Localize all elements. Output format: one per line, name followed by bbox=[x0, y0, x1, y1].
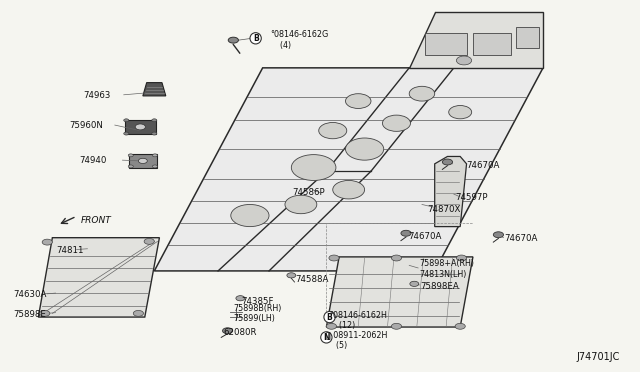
Text: 75898EA: 75898EA bbox=[420, 282, 460, 291]
Text: 74963: 74963 bbox=[84, 91, 111, 100]
Text: °08146-6162G
    (4): °08146-6162G (4) bbox=[270, 31, 328, 50]
Text: J74701JC: J74701JC bbox=[576, 352, 620, 362]
Circle shape bbox=[442, 159, 452, 165]
Circle shape bbox=[410, 281, 419, 286]
Circle shape bbox=[319, 122, 347, 139]
Circle shape bbox=[223, 328, 233, 334]
Circle shape bbox=[133, 310, 143, 316]
Circle shape bbox=[456, 56, 472, 65]
Text: 74670A: 74670A bbox=[467, 161, 500, 170]
Circle shape bbox=[392, 255, 401, 261]
Text: 74670A: 74670A bbox=[408, 232, 442, 241]
Text: 74586P: 74586P bbox=[292, 188, 324, 197]
Circle shape bbox=[152, 132, 157, 135]
Text: B: B bbox=[253, 34, 259, 43]
Text: 74940: 74940 bbox=[79, 155, 106, 165]
Text: 74811: 74811 bbox=[56, 246, 84, 255]
Text: 74385F: 74385F bbox=[241, 297, 273, 306]
Circle shape bbox=[42, 239, 52, 245]
Polygon shape bbox=[154, 68, 543, 271]
Circle shape bbox=[449, 106, 472, 119]
Circle shape bbox=[456, 255, 467, 261]
Circle shape bbox=[291, 155, 336, 180]
Circle shape bbox=[128, 165, 133, 168]
Polygon shape bbox=[409, 13, 543, 68]
Circle shape bbox=[383, 115, 410, 131]
Text: B: B bbox=[326, 312, 332, 321]
Text: 75898B(RH)
75899(LH): 75898B(RH) 75899(LH) bbox=[234, 304, 282, 323]
Text: °08146-6162H
    (12): °08146-6162H (12) bbox=[329, 311, 387, 330]
Circle shape bbox=[346, 94, 371, 109]
Circle shape bbox=[392, 323, 401, 329]
Text: 75960N: 75960N bbox=[70, 121, 103, 129]
Circle shape bbox=[231, 205, 269, 227]
Text: 74588A: 74588A bbox=[296, 275, 329, 283]
Text: 62080R: 62080R bbox=[223, 328, 257, 337]
Circle shape bbox=[326, 323, 337, 329]
Bar bbox=[516, 27, 539, 48]
Circle shape bbox=[285, 195, 317, 214]
Text: Ⓝ 08911-2062H
    (5): Ⓝ 08911-2062H (5) bbox=[326, 330, 388, 350]
Circle shape bbox=[152, 154, 157, 157]
Circle shape bbox=[152, 165, 157, 168]
Text: 74597P: 74597P bbox=[455, 193, 488, 202]
Text: 75898+A(RH)
74813N(LH): 75898+A(RH) 74813N(LH) bbox=[419, 259, 474, 279]
Text: 75898E: 75898E bbox=[13, 310, 45, 319]
Polygon shape bbox=[129, 154, 157, 167]
Circle shape bbox=[144, 238, 154, 244]
Circle shape bbox=[124, 119, 129, 122]
Circle shape bbox=[346, 138, 384, 160]
Circle shape bbox=[493, 232, 504, 238]
Bar bbox=[425, 33, 467, 55]
Circle shape bbox=[135, 124, 145, 130]
Circle shape bbox=[124, 132, 129, 135]
Circle shape bbox=[40, 310, 50, 316]
Circle shape bbox=[287, 273, 296, 278]
Text: 74670A: 74670A bbox=[505, 234, 538, 243]
Circle shape bbox=[455, 323, 465, 329]
Circle shape bbox=[333, 180, 365, 199]
Circle shape bbox=[329, 255, 339, 261]
Circle shape bbox=[228, 37, 239, 43]
Polygon shape bbox=[125, 119, 156, 134]
Circle shape bbox=[138, 158, 147, 163]
Polygon shape bbox=[435, 157, 467, 227]
Polygon shape bbox=[326, 257, 473, 327]
Polygon shape bbox=[38, 238, 159, 317]
Text: N: N bbox=[323, 333, 330, 342]
Polygon shape bbox=[143, 83, 166, 96]
Circle shape bbox=[152, 119, 157, 122]
Text: FRONT: FRONT bbox=[81, 216, 112, 225]
Text: 74630A: 74630A bbox=[13, 291, 46, 299]
Circle shape bbox=[401, 230, 411, 236]
Bar bbox=[473, 33, 511, 55]
Text: 74870X: 74870X bbox=[427, 205, 460, 215]
Circle shape bbox=[236, 296, 245, 301]
Circle shape bbox=[128, 154, 133, 157]
Circle shape bbox=[409, 86, 435, 101]
